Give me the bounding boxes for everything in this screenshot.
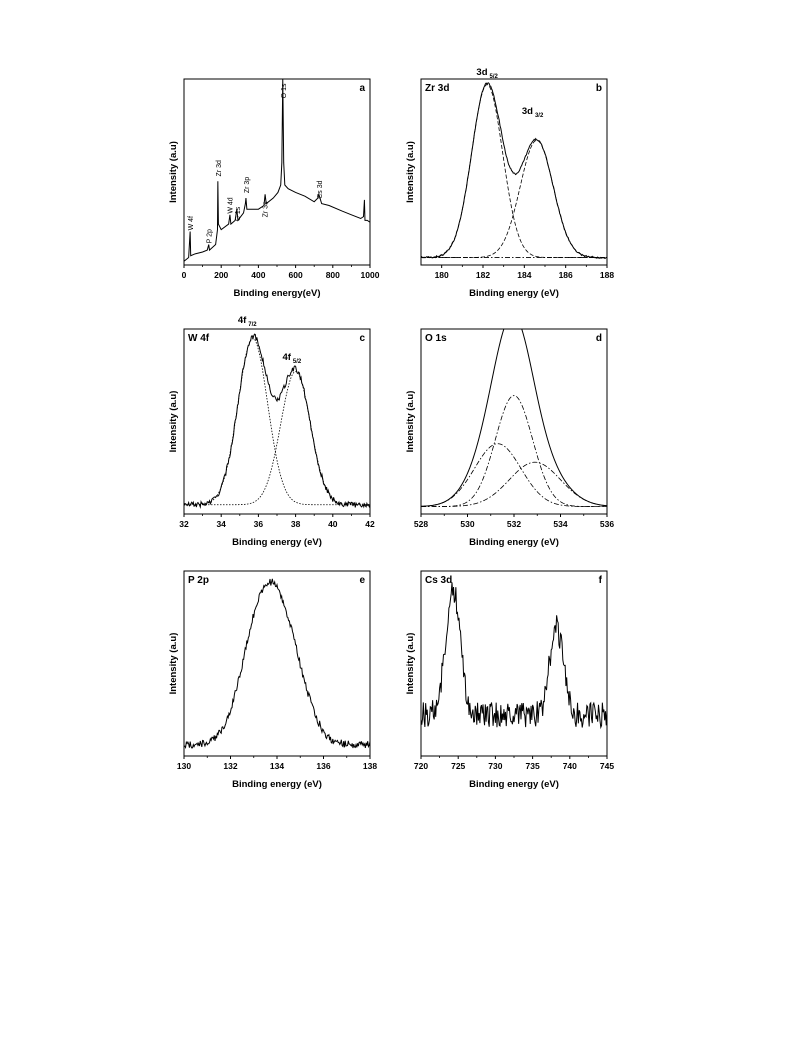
y-axis-label: Intensity (a.u) <box>168 633 179 695</box>
panel-e: 130 132 134 136 138 Binding energy (eV) Intens… <box>168 570 377 790</box>
peak-annotation: O 1s <box>281 83 288 98</box>
x-tick-label: 536 <box>600 519 614 529</box>
x-axis-label: Binding energy (eV) <box>469 779 559 790</box>
panel-title: Cs 3d <box>425 575 452 586</box>
plot-frame <box>420 328 608 515</box>
x-tick-label: 188 <box>600 270 614 280</box>
panel-letter: d <box>596 333 602 344</box>
x-tick-label: 530 <box>460 519 474 529</box>
series-line-dashdot <box>421 461 607 507</box>
y-axis-label: Intensity (a.u) <box>168 391 179 453</box>
series-line-dotted <box>184 371 370 506</box>
panel-letter: b <box>596 83 602 94</box>
series-line-dotted <box>184 337 370 506</box>
x-tick-label: 532 <box>507 519 521 529</box>
x-axis-label: Binding energy (eV) <box>469 288 559 299</box>
x-tick-label: 725 <box>451 761 465 771</box>
panel-d: 528 530 532 534 536 Binding energy (eV) Intens… <box>405 328 614 548</box>
x-tick-label: 138 <box>363 761 377 771</box>
x-tick-label: 40 <box>328 519 338 529</box>
panel-title: O 1s <box>425 333 447 344</box>
series-line-solid <box>421 582 607 730</box>
panel-letter: f <box>599 575 603 586</box>
plot-frame <box>183 570 371 757</box>
x-axis-label: Binding energy(eV) <box>233 288 320 299</box>
peak-annotation: W 4f <box>188 216 195 230</box>
x-tick-label: 720 <box>414 761 428 771</box>
peak-label: 3d 3/2 <box>522 106 544 119</box>
x-tick-label: 182 <box>476 270 490 280</box>
panel-letter: a <box>359 83 365 94</box>
x-tick-label: 1000 <box>361 270 380 280</box>
peak-label: 4f 7/2 <box>238 315 257 328</box>
panel-c: 32 34 36 38 40 42 Binding energy (eV) Intensity… <box>168 315 375 548</box>
peak-annotation: Cs 3d <box>317 180 324 198</box>
series-line-solid <box>184 79 370 262</box>
series-line-dashed <box>421 84 607 258</box>
panel-a: 0 200 400 600 800 1000 Binding energy(eV) Inten… <box>168 78 380 299</box>
peak-annotation: P 2p <box>207 229 214 243</box>
plot-frame <box>183 328 371 515</box>
x-tick-label: 200 <box>214 270 228 280</box>
x-axis-label: Binding energy (eV) <box>232 779 322 790</box>
panel-f: 720 725 730 735 740 745 Binding energy (eV) Int… <box>405 570 614 790</box>
y-axis-label: Intensity (a.u) <box>405 391 416 453</box>
x-tick-label: 0 <box>182 270 187 280</box>
x-tick-label: 740 <box>563 761 577 771</box>
x-tick-label: 730 <box>488 761 502 771</box>
x-axis-label: Binding energy (eV) <box>469 537 559 548</box>
peak-annotation: C 1s <box>235 206 242 221</box>
x-tick-label: 735 <box>526 761 540 771</box>
x-tick-label: 32 <box>179 519 189 529</box>
peak-annotation: Zr 3s <box>262 201 269 217</box>
x-tick-label: 184 <box>517 270 531 280</box>
series-line-dashdot <box>421 395 607 507</box>
peak-annotation: Zr 3d <box>216 160 223 176</box>
peak-annotation: Zr 3p <box>244 177 251 193</box>
panel-letter: c <box>359 333 365 344</box>
panel-b: 180 182 184 186 188 Binding energy (eV) Intens… <box>405 67 614 299</box>
x-tick-label: 745 <box>600 761 614 771</box>
x-tick-label: 186 <box>559 270 573 280</box>
y-axis-label: Intensity (a.u) <box>168 141 179 203</box>
x-tick-label: 36 <box>254 519 264 529</box>
x-tick-label: 600 <box>289 270 303 280</box>
plot-frame <box>420 570 608 757</box>
panel-title: Zr 3d <box>425 83 449 94</box>
series-line-dashed <box>421 139 607 258</box>
series-line-solid <box>184 333 370 509</box>
series-line-solid <box>184 578 370 750</box>
peak-label: 3d 5/2 <box>476 67 498 80</box>
x-tick-label: 180 <box>435 270 449 280</box>
x-tick-label: 38 <box>291 519 301 529</box>
x-tick-label: 130 <box>177 761 191 771</box>
peak-annotation: W 4d <box>228 197 235 213</box>
x-axis-label: Binding energy (eV) <box>232 537 322 548</box>
y-axis-label: Intensity (a.u) <box>405 141 416 203</box>
x-tick-label: 42 <box>365 519 375 529</box>
x-tick-label: 136 <box>316 761 330 771</box>
x-tick-label: 800 <box>326 270 340 280</box>
series-line-solid <box>421 82 607 259</box>
panel-title: W 4f <box>188 333 210 344</box>
panel-letter: e <box>359 575 365 586</box>
x-tick-label: 534 <box>553 519 567 529</box>
panel-title: P 2p <box>188 575 209 586</box>
x-tick-label: 528 <box>414 519 428 529</box>
series-line-dashdot <box>421 443 607 507</box>
y-axis-label: Intensity (a.u) <box>405 633 416 695</box>
series-line-solid <box>421 329 607 507</box>
peak-label: 4f 5/2 <box>282 352 301 365</box>
x-tick-label: 134 <box>270 761 284 771</box>
plot-frame <box>420 78 608 266</box>
x-tick-label: 132 <box>223 761 237 771</box>
x-tick-label: 400 <box>251 270 265 280</box>
x-tick-label: 34 <box>216 519 226 529</box>
